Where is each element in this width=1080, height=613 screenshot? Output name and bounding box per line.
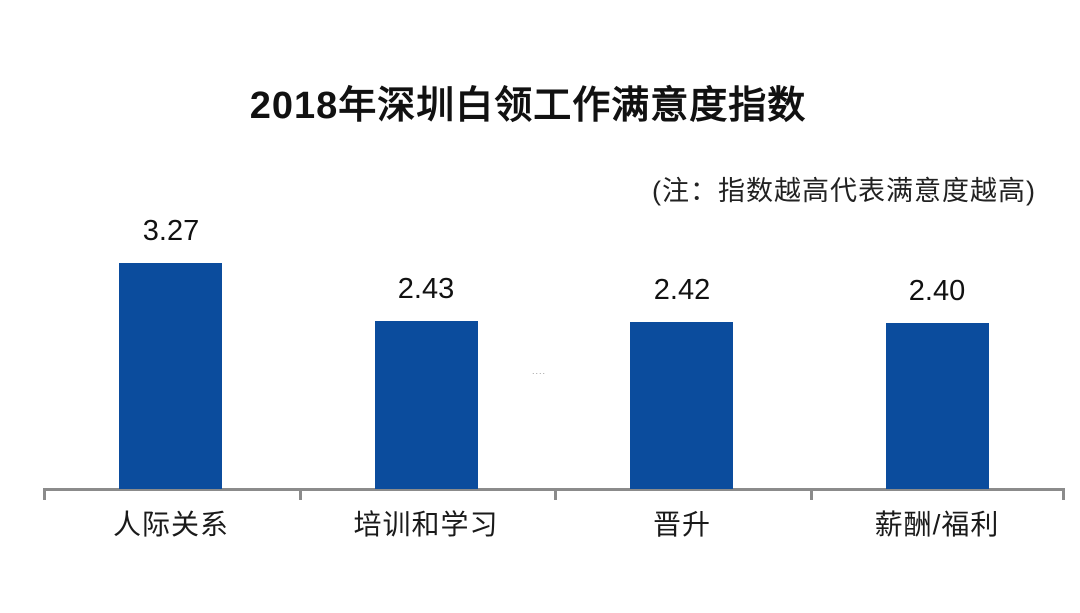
chart-title: 2018年深圳白领工作满意度指数 [249,85,807,127]
x-axis-tick [810,488,813,500]
x-axis-category-label: 薪酬/福利 [874,509,1000,540]
bar-value-label: 2.40 [908,275,966,307]
x-axis-category-label: 晋升 [652,509,711,540]
x-axis-tick [43,488,46,500]
x-axis-tick [1062,488,1065,500]
x-axis-category-label: 培训和学习 [353,509,499,540]
bar-4 [886,323,989,489]
x-axis-tick [554,488,557,500]
x-axis-tick [299,488,302,500]
bar-value-label: 2.43 [397,273,455,305]
bar-1 [119,263,222,489]
bar-value-label: 2.42 [653,274,711,306]
artifact-dots: .... [532,366,547,376]
x-axis-category-label: 人际关系 [112,509,229,540]
chart-note: (注：指数越高代表满意度越高) [652,176,1036,206]
bar-2 [375,321,478,489]
bar-value-label: 3.27 [142,215,200,247]
bar-3 [630,322,733,489]
